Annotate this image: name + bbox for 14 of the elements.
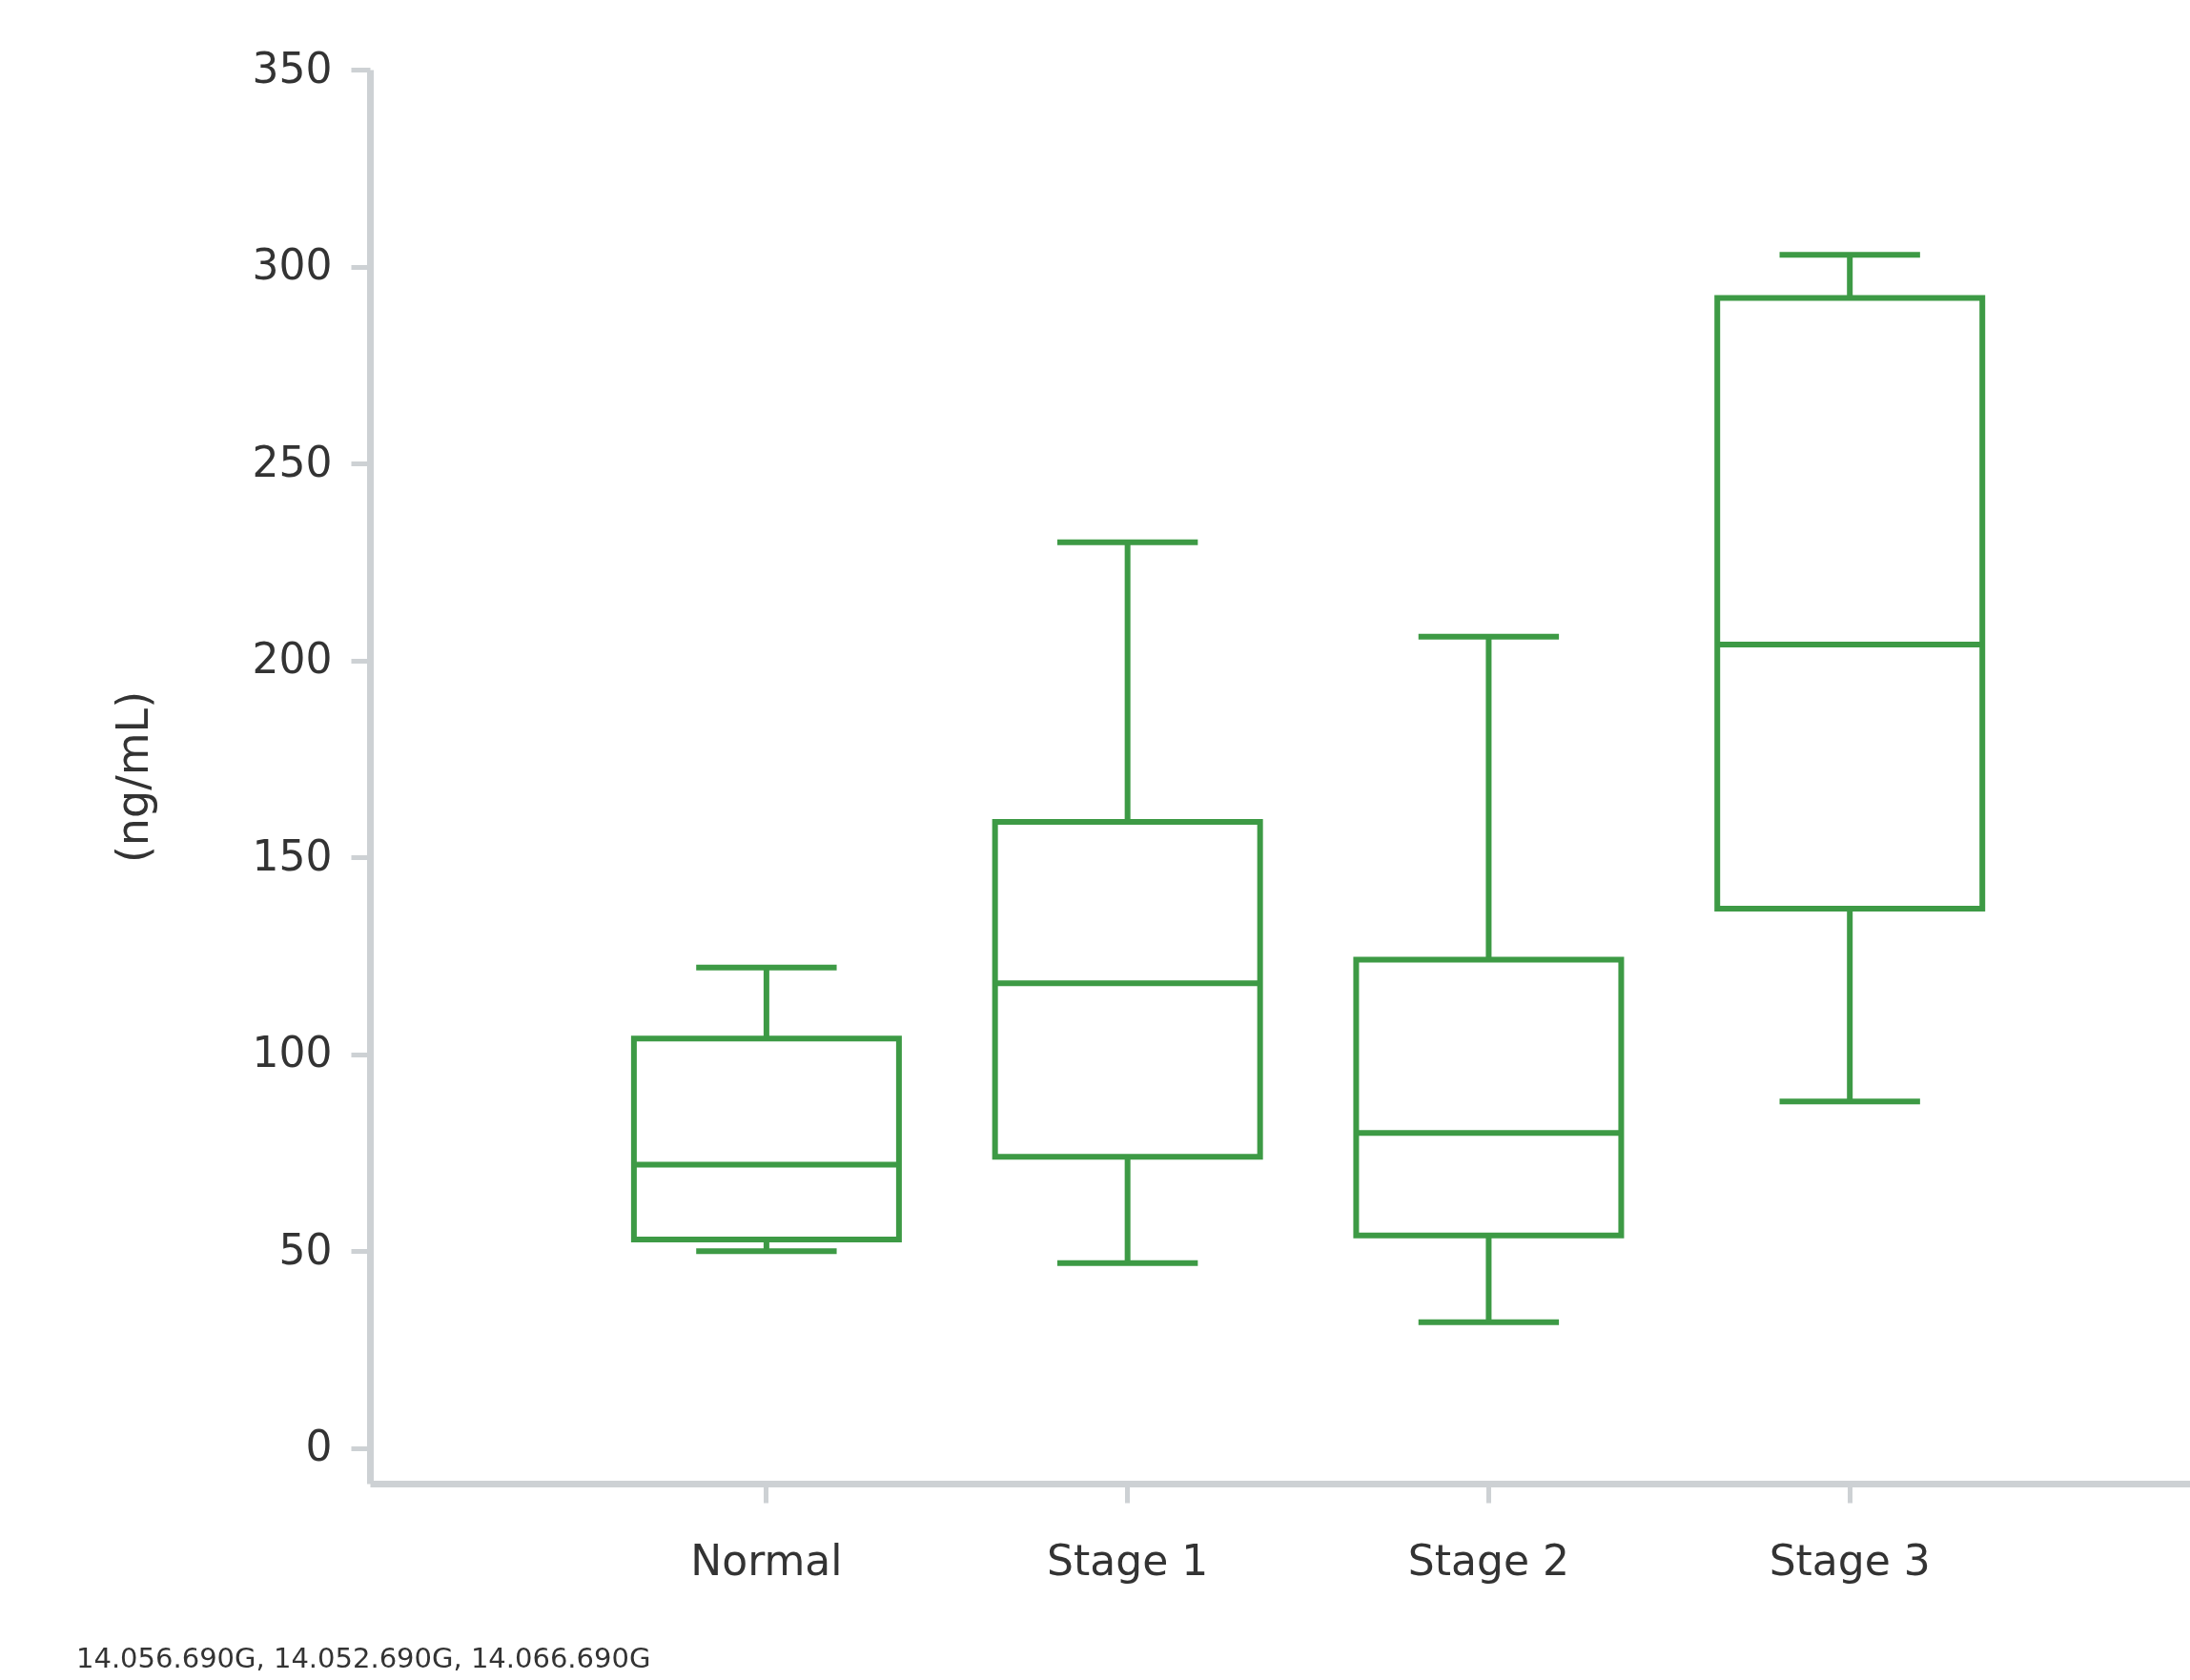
y-tick-label: 250 (252, 437, 333, 486)
x-tick-label: Stage 1 (1047, 1535, 1209, 1585)
x-tick-label: Normal (690, 1535, 843, 1585)
text: 14.056.690G, 14.052.690G, 14.066.690G (76, 1642, 651, 1674)
y-tick-label: 100 (252, 1028, 333, 1077)
y-tick-label: 150 (252, 830, 333, 880)
y-tick-label: 350 (252, 43, 333, 92)
x-tick-label: Stage 3 (1769, 1535, 1931, 1585)
y-tick-label: 0 (305, 1422, 333, 1471)
y-axis-title: (ng/mL) (106, 690, 158, 864)
x-tick-label: Stage 2 (1407, 1535, 1569, 1585)
y-tick-label: 200 (252, 634, 333, 684)
y-tick-label: 300 (252, 240, 333, 290)
y-tick-label: 50 (278, 1224, 333, 1274)
